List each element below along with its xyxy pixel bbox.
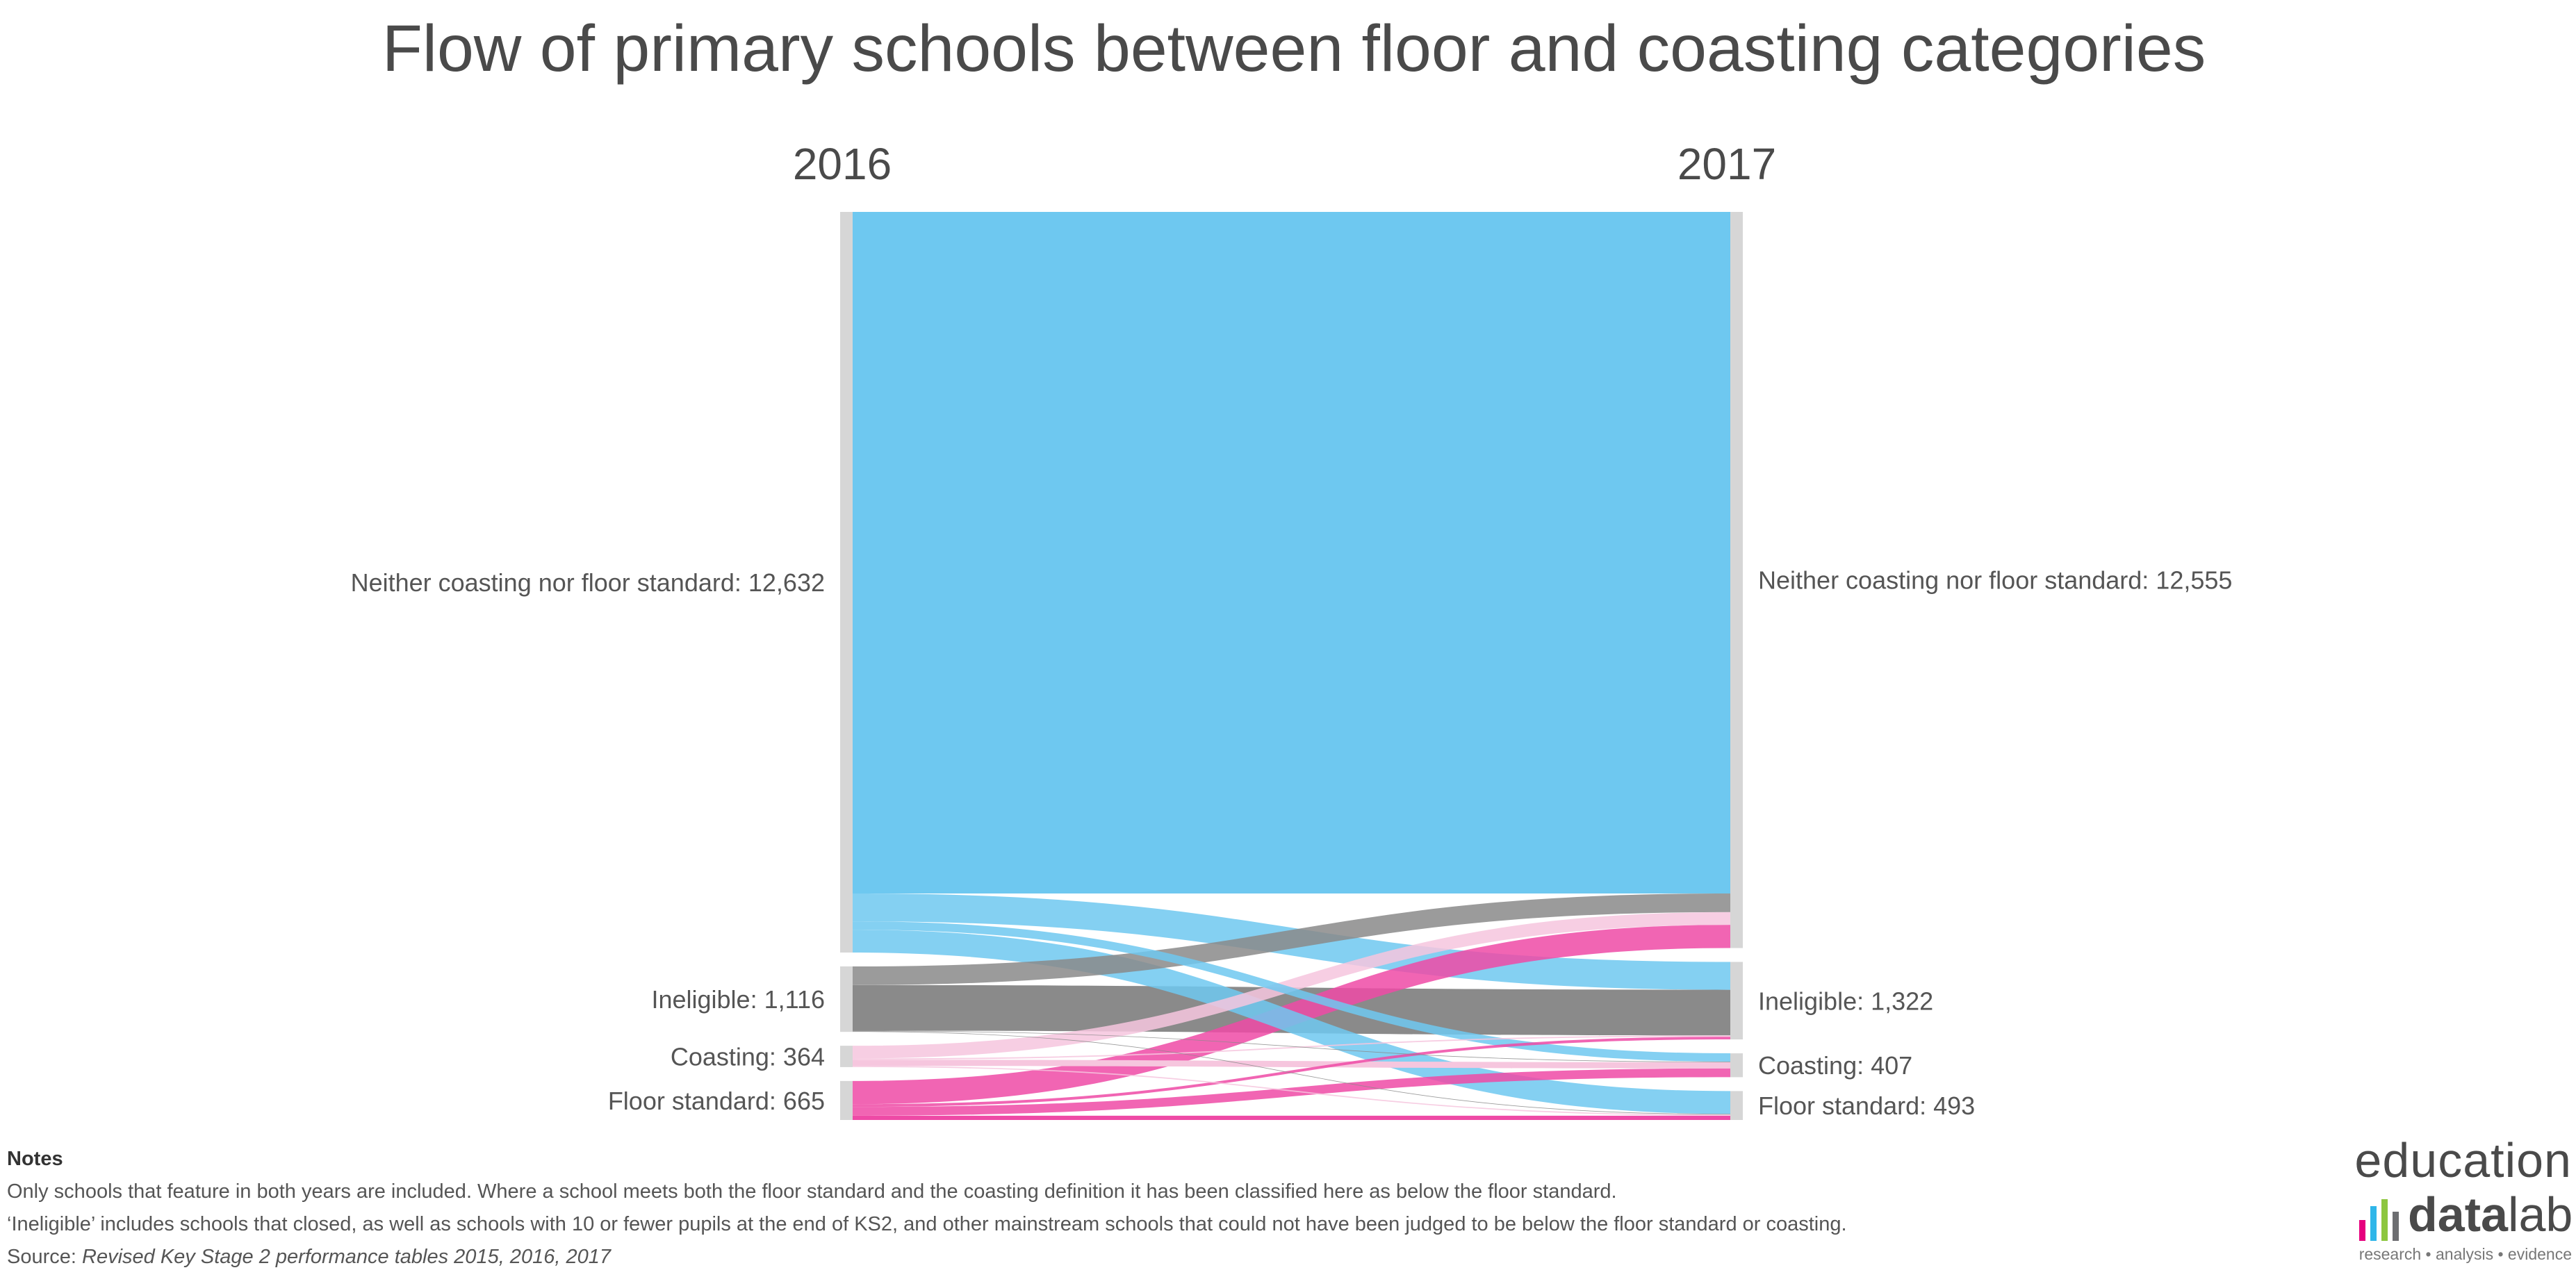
logo-word-education: education: [2354, 1133, 2572, 1187]
target-label-ineligible: Ineligible: 1,322: [1758, 987, 1933, 1015]
flow-coasting-to-floor-standard: [853, 1066, 1730, 1116]
logo-bar-1: [2359, 1220, 2365, 1241]
source-node-coasting: [840, 1046, 853, 1067]
flows-layer: [853, 212, 1730, 1120]
flow-floor-standard-to-floor-standard: [853, 1115, 1730, 1120]
notes-line-1: Only schools that feature in both years …: [7, 1180, 1617, 1203]
flow-coasting-to-coasting: [853, 1060, 1730, 1069]
source-label-neither-coasting-nor-floor-standard: Neither coasting nor floor standard: 12,…: [351, 568, 825, 597]
flow-ineligible-to-coasting: [853, 1030, 1730, 1062]
target-label-neither-coasting-nor-floor-standard: Neither coasting nor floor standard: 12,…: [1758, 566, 2232, 595]
logo-bars-icon: [2359, 1199, 2399, 1241]
target-year-label: 2017: [1677, 139, 1776, 189]
logo-lab: lab: [2507, 1187, 2573, 1242]
target-node-neither-coasting-nor-floor-standard: [1730, 212, 1743, 948]
education-datalab-logo: education datalab research • analysis • …: [2340, 1132, 2576, 1271]
target-node-coasting: [1730, 1053, 1743, 1078]
source-label-coasting: Coasting: 364: [671, 1043, 825, 1071]
source-label-ineligible: Ineligible: 1,116: [651, 985, 825, 1014]
logo-tagline: research • analysis • evidence: [2358, 1245, 2572, 1263]
source-node-ineligible: [840, 966, 853, 1032]
logo-bar-4: [2393, 1212, 2399, 1241]
notes-block: Notes Only schools that feature in both …: [7, 1143, 1847, 1274]
notes-source-text: Revised Key Stage 2 performance tables 2…: [82, 1246, 611, 1268]
flow-neither-coasting-nor-floor-standard-to-coasting: [853, 921, 1730, 1062]
flow-coasting-to-neither-coasting-nor-floor-standard: [853, 912, 1730, 1059]
source-year-label: 2016: [793, 139, 892, 189]
notes-heading: Notes: [7, 1148, 63, 1170]
target-label-coasting: Coasting: 407: [1758, 1051, 1912, 1080]
flow-coasting-to-ineligible: [853, 1035, 1730, 1060]
logo-bar-3: [2381, 1199, 2388, 1241]
node-labels-layer: Neither coasting nor floor standard: 12,…: [351, 566, 2233, 1120]
flow-ineligible-to-floor-standard: [853, 1031, 1730, 1115]
notes-line-2: ‘Ineligible’ includes schools that close…: [7, 1213, 1847, 1235]
flow-ineligible-to-neither-coasting-nor-floor-standard: [853, 893, 1730, 985]
source-node-neither-coasting-nor-floor-standard: [840, 212, 853, 953]
logo-bar-2: [2370, 1206, 2377, 1241]
notes-source: Source: Revised Key Stage 2 performance …: [7, 1241, 1847, 1274]
target-node-ineligible: [1730, 962, 1743, 1040]
flow-neither-coasting-nor-floor-standard-to-neither-coasting-nor-floor-standard: [853, 212, 1730, 894]
logo-data: data: [2408, 1187, 2508, 1242]
flow-floor-standard-to-ineligible: [853, 1037, 1730, 1107]
source-node-floor-standard: [840, 1080, 853, 1120]
target-node-floor-standard: [1730, 1091, 1743, 1120]
flow-neither-coasting-nor-floor-standard-to-floor-standard: [853, 930, 1730, 1114]
source-label-floor-standard: Floor standard: 665: [608, 1087, 825, 1115]
chart-title: Flow of primary schools between floor an…: [382, 12, 2206, 85]
flow-floor-standard-to-coasting: [853, 1068, 1730, 1116]
notes-source-prefix: Source:: [7, 1246, 82, 1268]
logo-word-datalab: datalab: [2408, 1187, 2573, 1242]
target-label-floor-standard: Floor standard: 493: [1758, 1091, 1975, 1120]
nodes-layer: [840, 212, 1743, 1120]
